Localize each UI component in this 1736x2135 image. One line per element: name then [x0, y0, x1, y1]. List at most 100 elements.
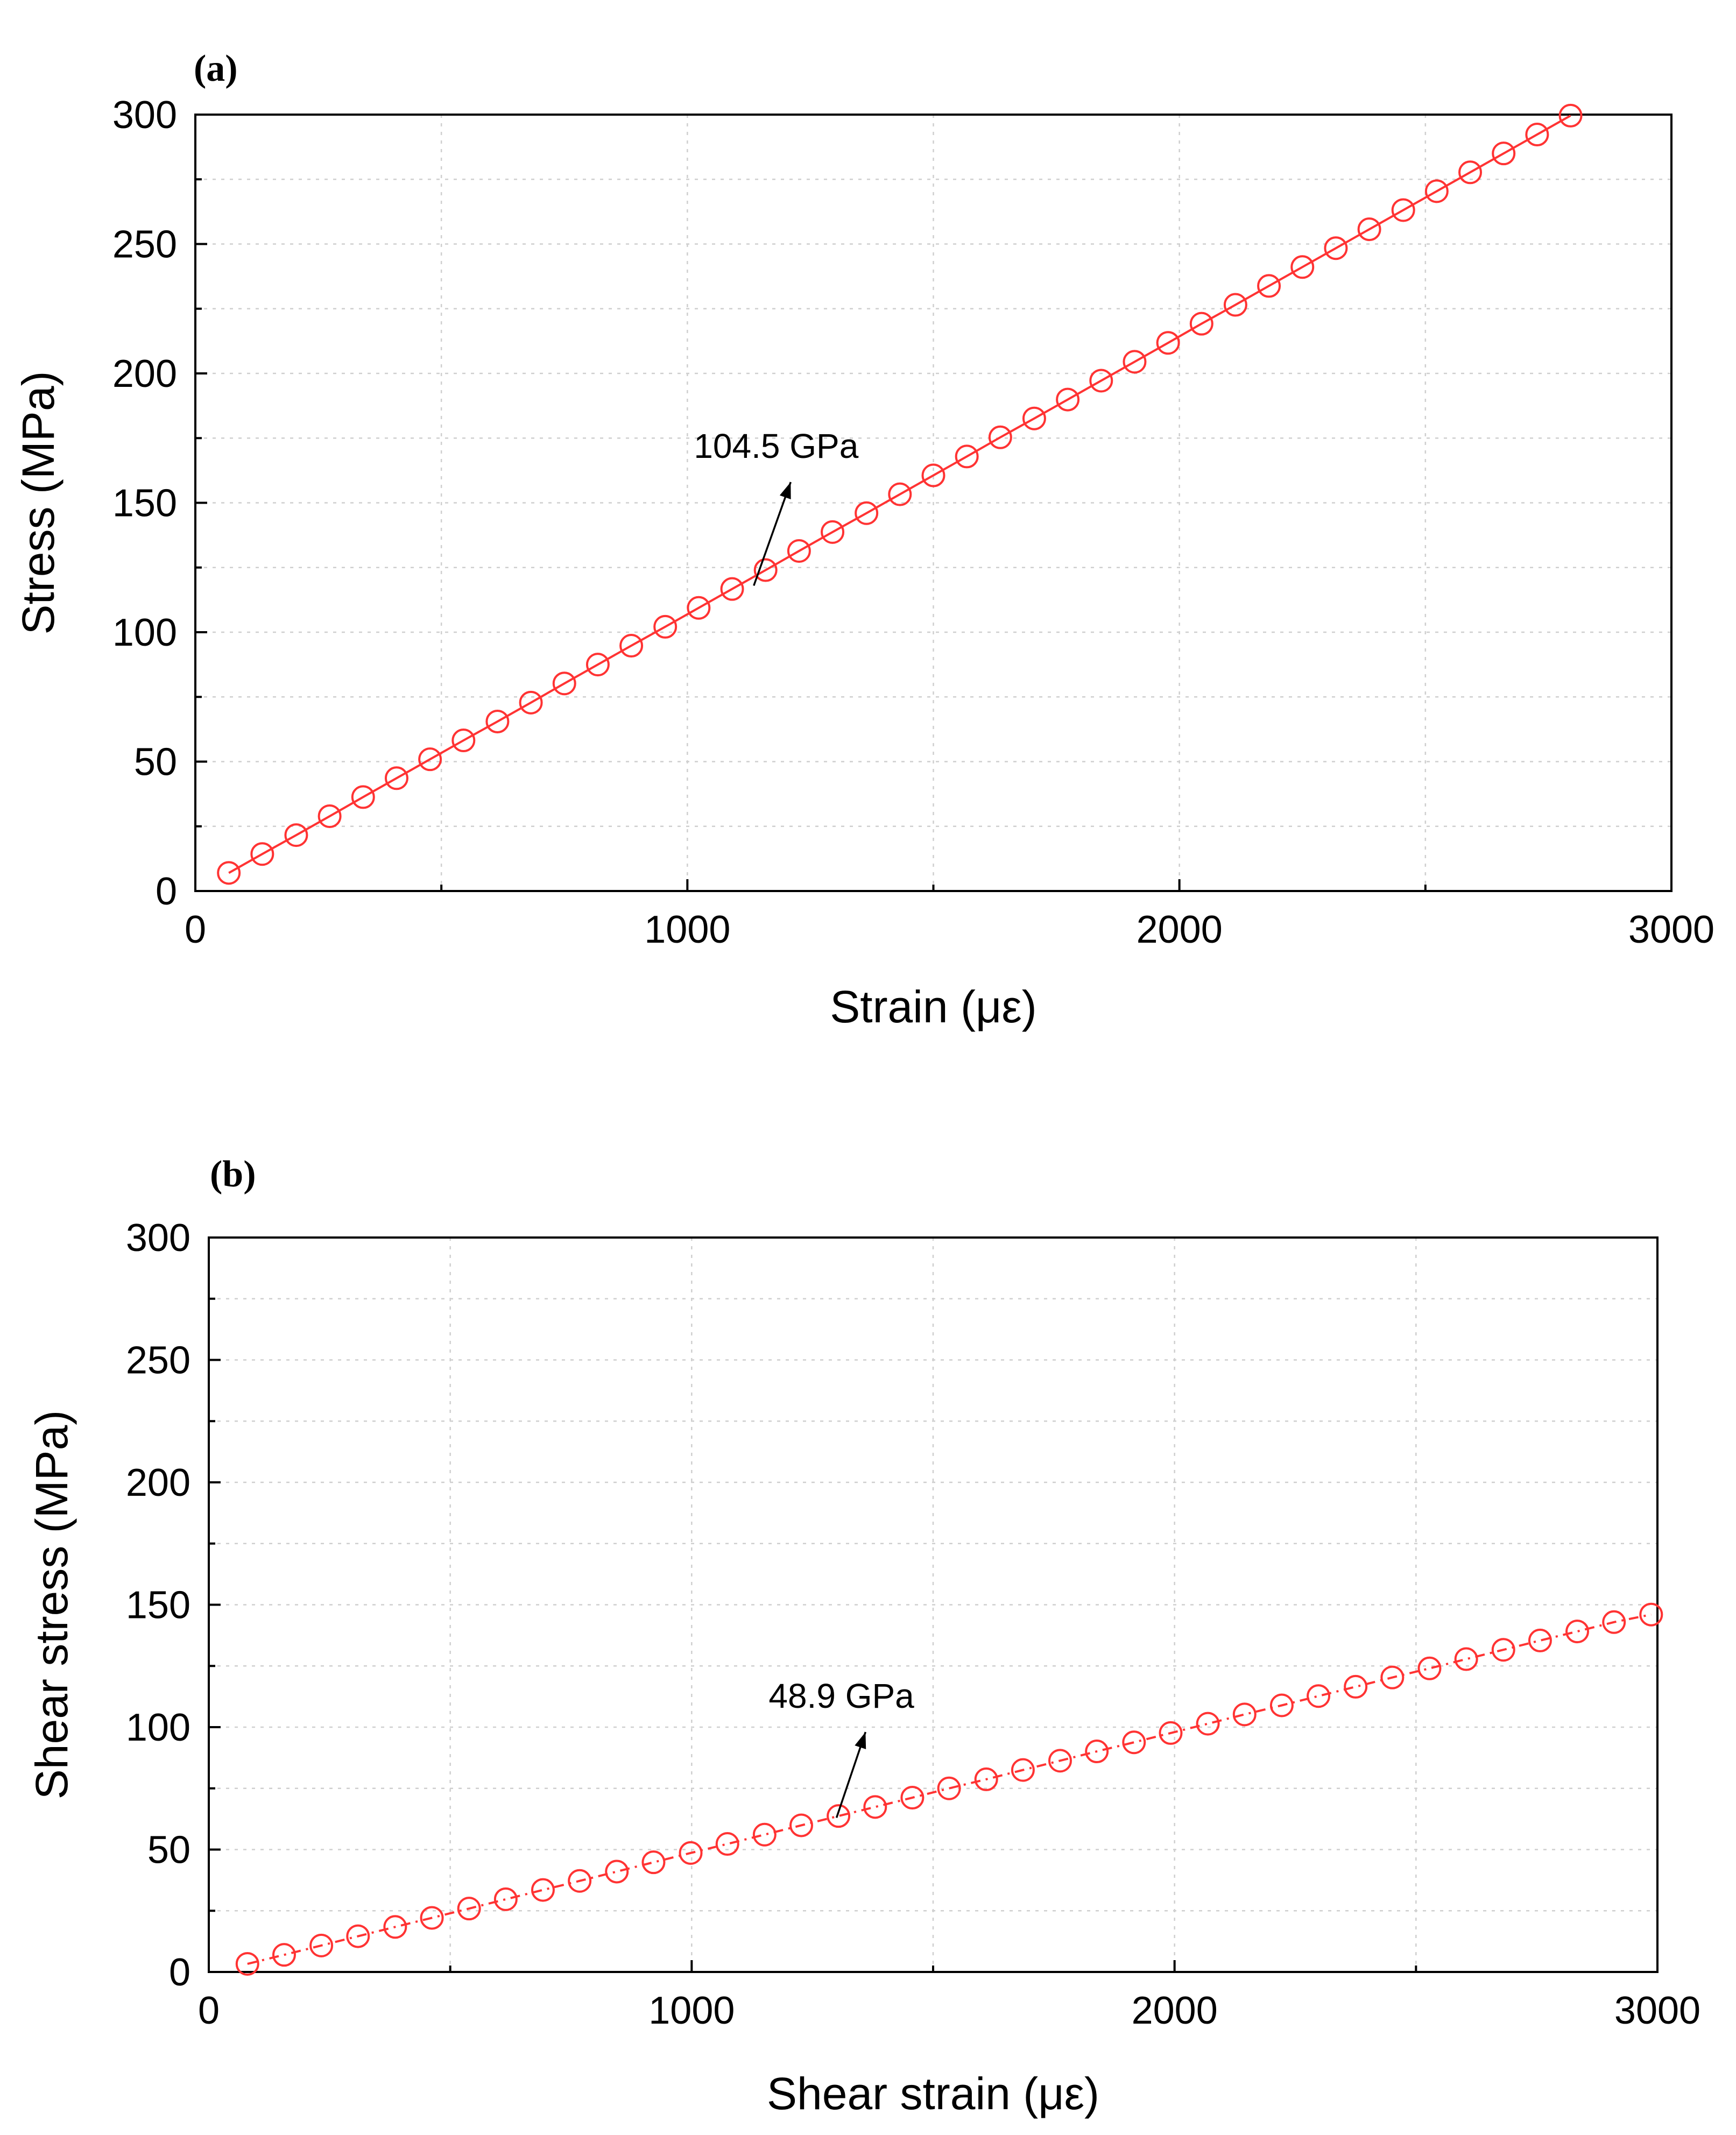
y-tick-label: 300 — [112, 94, 177, 137]
y-tick-label: 100 — [126, 1706, 190, 1749]
data-point — [821, 520, 845, 544]
data-point — [1424, 179, 1449, 203]
x-tick-label: 0 — [185, 908, 206, 951]
annotation-label: 104.5 GPa — [694, 427, 858, 465]
data-point — [888, 482, 912, 506]
data-point — [752, 1822, 777, 1847]
y-tick-label: 0 — [169, 1951, 190, 1994]
x-tick-label: 2000 — [1137, 908, 1223, 951]
y-axis-label: Stress (MPa) — [13, 371, 63, 634]
y-tick-label: 250 — [112, 223, 177, 266]
y-tick-label: 200 — [126, 1461, 190, 1504]
data-point — [384, 766, 408, 790]
data-point — [1458, 160, 1483, 185]
data-point — [317, 804, 342, 828]
data-point — [1528, 1628, 1552, 1652]
data-point — [250, 842, 274, 866]
data-point — [1344, 1674, 1368, 1699]
panel-a: 0 1000 2000 3000 0 50 100 150 200 250 300 Strain (μ… — [13, 48, 1714, 1032]
data-point — [1011, 1758, 1035, 1782]
y-tick-label: 50 — [134, 741, 177, 784]
data-point — [1022, 406, 1046, 430]
data-point — [955, 444, 979, 469]
annotation-arrow-line — [753, 482, 792, 586]
x-tick-label: 0 — [198, 1989, 220, 2032]
data-point — [519, 690, 543, 715]
data-point — [619, 634, 644, 658]
data-point — [1056, 387, 1080, 412]
y-axis-label: Shear stress (MPa) — [26, 1410, 77, 1800]
data-point — [1602, 1610, 1626, 1634]
data-point — [653, 614, 678, 639]
data-point — [585, 653, 610, 677]
data-point — [720, 577, 744, 601]
data-point — [1048, 1749, 1072, 1773]
data-point — [1223, 293, 1247, 317]
data-point — [351, 785, 375, 809]
data-point — [420, 1906, 444, 1930]
data-point — [1357, 217, 1381, 242]
data-point — [383, 1915, 407, 1939]
panel-b: 0 1000 2000 3000 0 50 100 150 200 250 300 Shear str… — [26, 1154, 1700, 2119]
data-point — [568, 1869, 592, 1893]
data-point — [272, 1943, 296, 1967]
y-tick-label: 200 — [112, 352, 177, 395]
data-point — [1156, 331, 1180, 355]
data-point — [855, 501, 879, 525]
data-point — [937, 1776, 961, 1800]
data-point — [1089, 369, 1113, 393]
y-tick-label: 300 — [126, 1217, 190, 1260]
data-point — [1232, 1702, 1257, 1727]
data-point — [1122, 1730, 1146, 1755]
data-point — [900, 1786, 925, 1810]
data-point — [1380, 1665, 1405, 1689]
data-point — [827, 1804, 851, 1828]
x-axis-label: Shear strain (με) — [767, 2068, 1099, 2119]
series-stress-strain — [217, 103, 1583, 885]
annotation-label: 48.9 GPa — [768, 1677, 914, 1715]
x-tick-label: 2000 — [1132, 1989, 1218, 2032]
data-point — [1290, 255, 1315, 279]
data-point — [217, 861, 241, 885]
data-point — [1159, 1721, 1183, 1745]
data-point — [284, 823, 308, 847]
data-point — [346, 1924, 370, 1948]
grid — [209, 1238, 1657, 1972]
data-point — [679, 1841, 703, 1865]
data-point — [988, 425, 1012, 449]
grid — [195, 115, 1671, 891]
data-point — [789, 1813, 814, 1837]
data-point — [552, 671, 576, 696]
data-point — [1196, 1712, 1220, 1736]
y-tick-label: 250 — [126, 1339, 190, 1382]
data-point — [1491, 1638, 1515, 1662]
data-point — [1454, 1647, 1478, 1671]
data-point — [687, 596, 711, 620]
annotation-arrow-head — [779, 482, 791, 499]
data-point — [418, 747, 442, 772]
panel-label: (a) — [194, 48, 238, 89]
data-point — [1189, 312, 1213, 336]
series-line — [228, 115, 1571, 874]
data-point — [531, 1878, 555, 1902]
data-point — [1085, 1740, 1109, 1764]
series-shear-stress-strain — [235, 1602, 1663, 1976]
y-tick-label: 150 — [112, 482, 177, 525]
panel-label: (b) — [210, 1154, 256, 1195]
x-axis-label: Strain (με) — [830, 981, 1037, 1032]
data-point — [1558, 103, 1583, 128]
x-tick-label: 3000 — [1614, 1989, 1700, 2032]
x-tick-label: 1000 — [648, 1989, 735, 2032]
data-point — [1324, 236, 1348, 260]
data-point — [605, 1860, 629, 1884]
data-point — [921, 463, 945, 487]
annotation-arrow-head — [855, 1732, 866, 1750]
data-point — [1123, 350, 1147, 374]
data-point — [493, 1887, 518, 1911]
data-point — [1307, 1684, 1331, 1708]
data-point — [1525, 123, 1549, 147]
data-point — [753, 558, 778, 582]
y-tick-label: 0 — [156, 870, 177, 913]
y-tick-label: 100 — [112, 611, 177, 654]
